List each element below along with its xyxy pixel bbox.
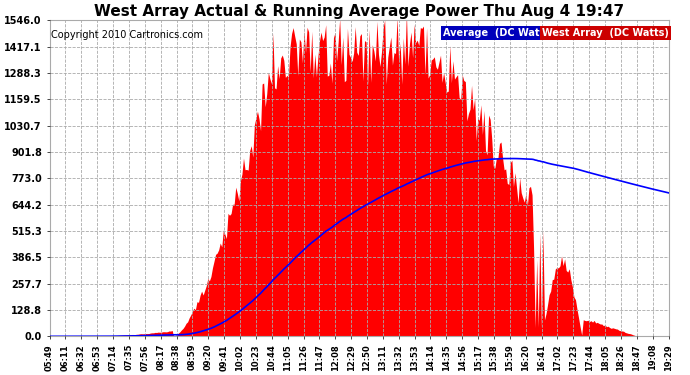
Text: Average  (DC Watts): Average (DC Watts) <box>443 28 554 38</box>
Title: West Array Actual & Running Average Power Thu Aug 4 19:47: West Array Actual & Running Average Powe… <box>94 4 624 19</box>
Text: West Array  (DC Watts): West Array (DC Watts) <box>542 28 669 38</box>
Text: Copyright 2010 Cartronics.com: Copyright 2010 Cartronics.com <box>51 30 203 40</box>
